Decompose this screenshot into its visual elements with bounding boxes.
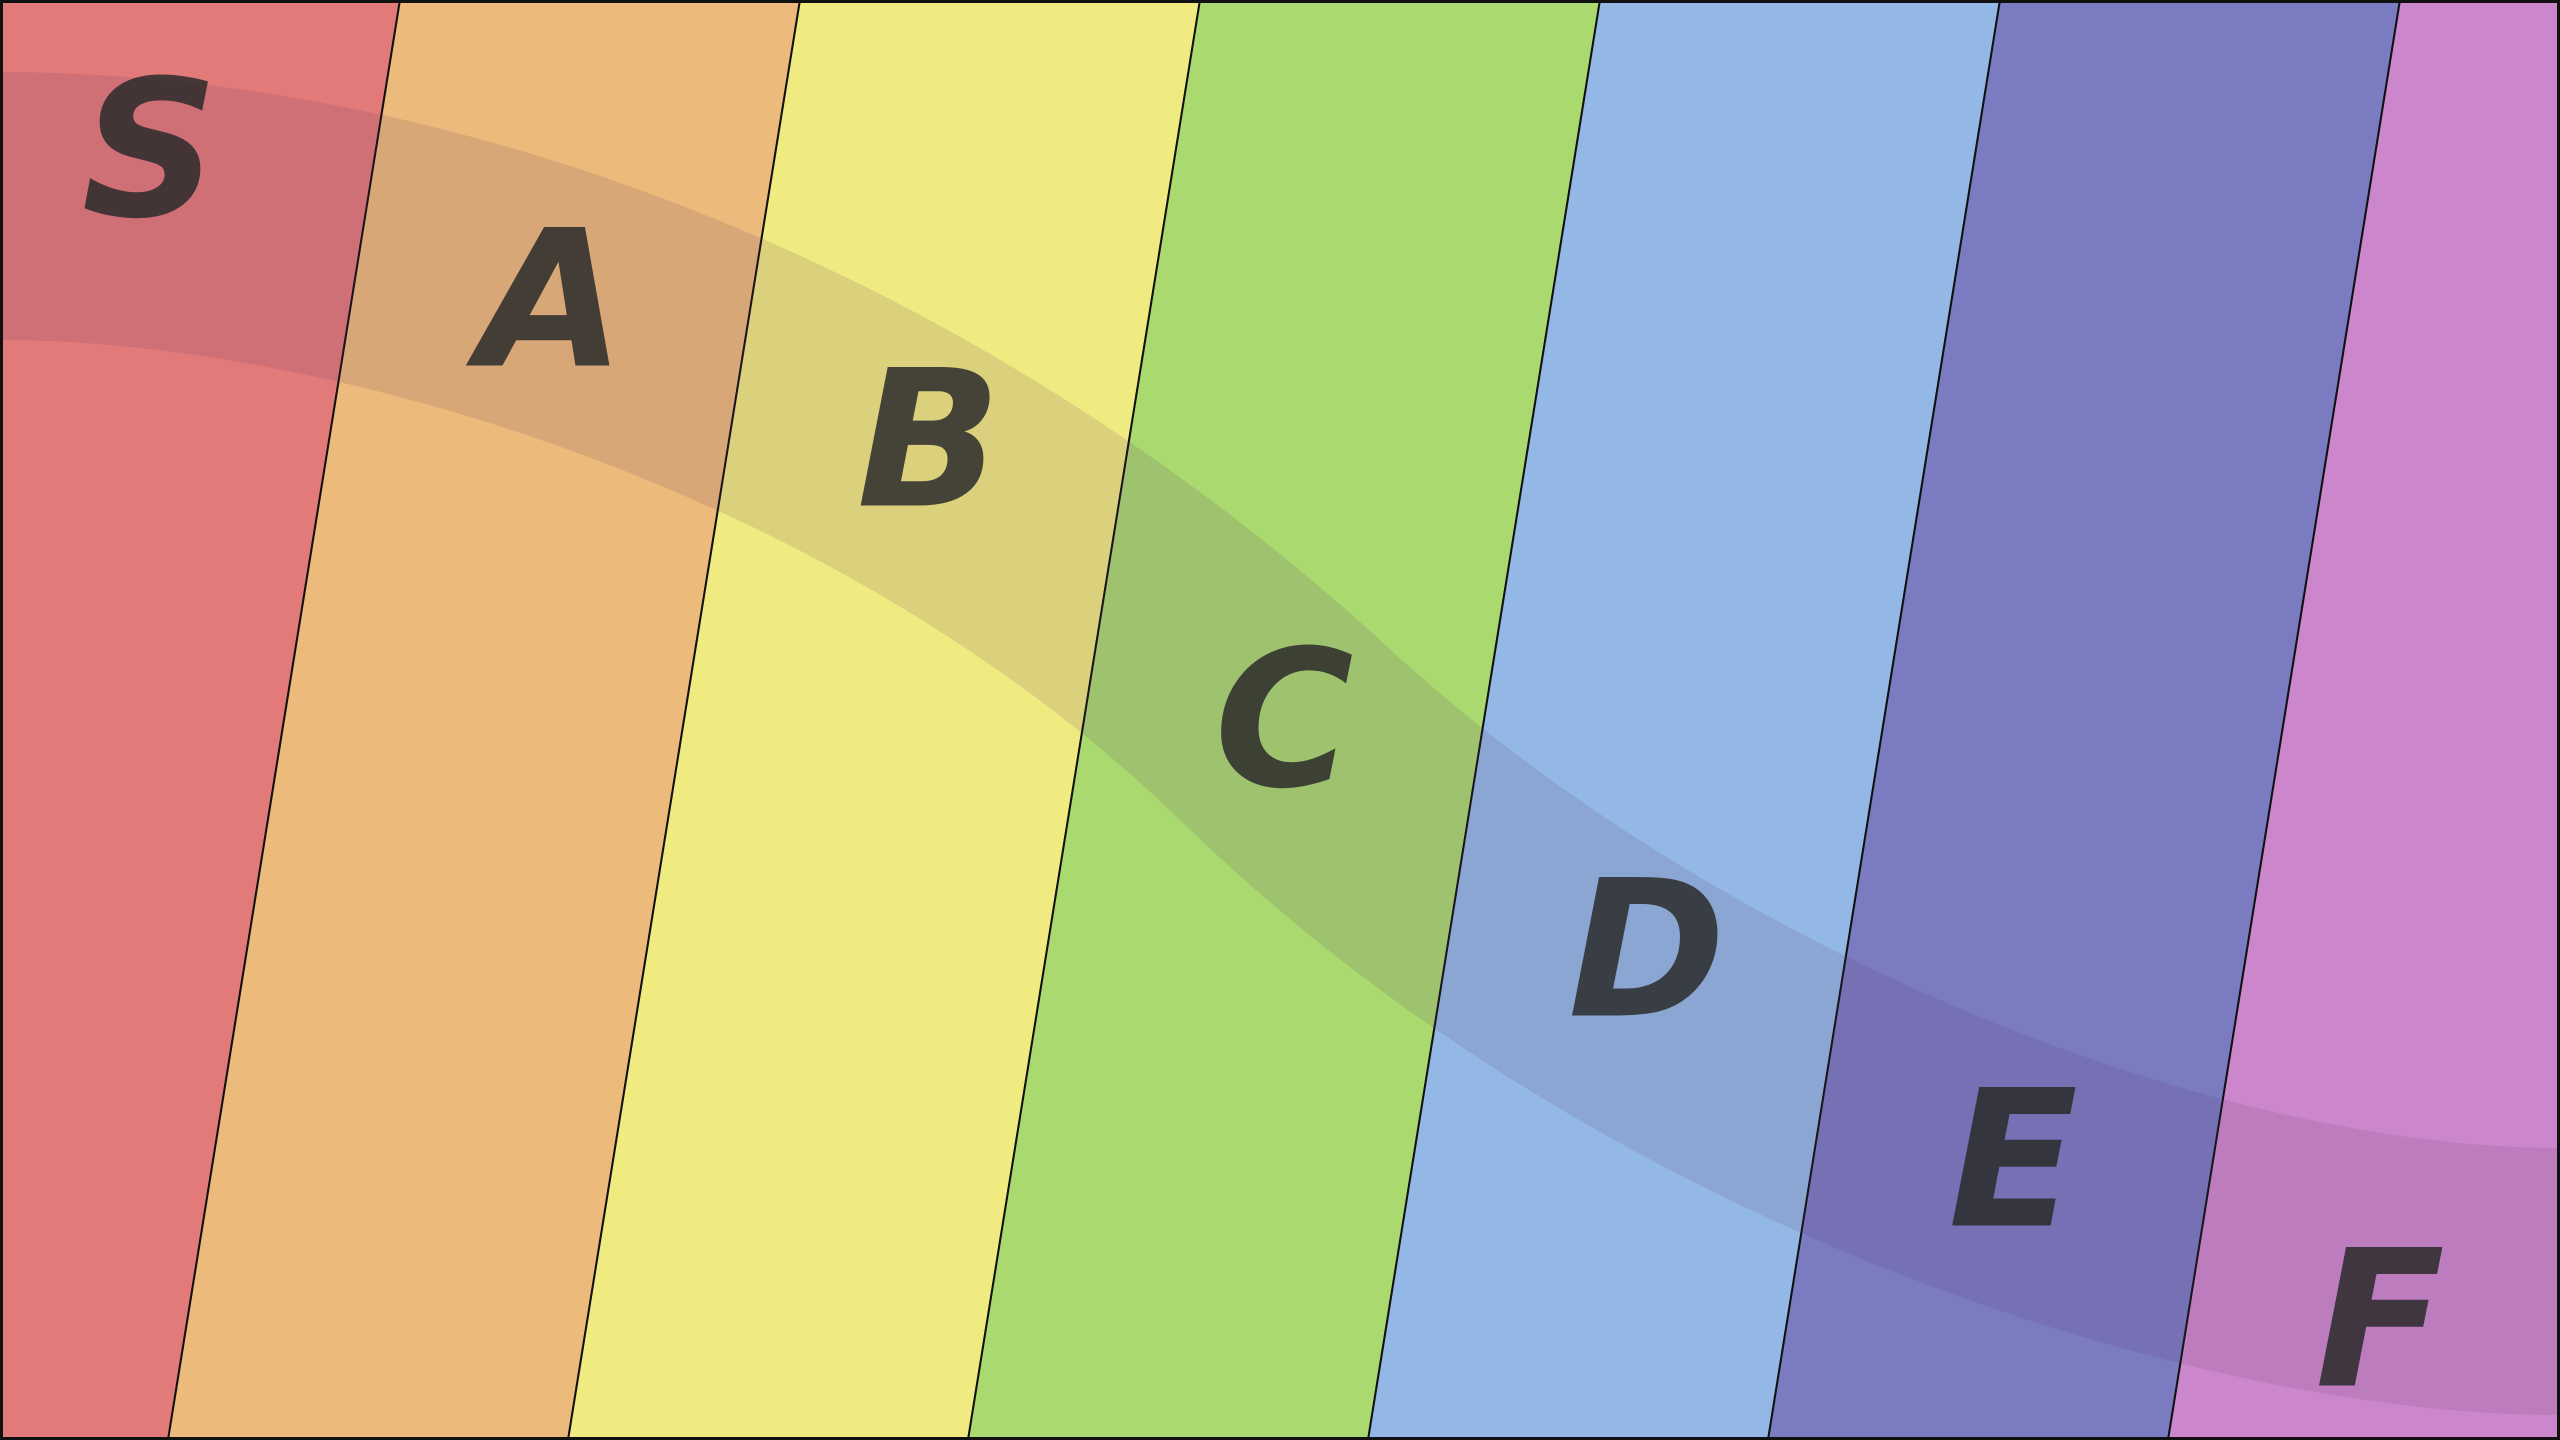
tier-label-e: E — [1948, 1050, 2078, 1271]
tier-stripe-b[interactable] — [566, 0, 1202, 1440]
tier-label-f: F — [2315, 1210, 2445, 1431]
tier-stripe-e[interactable] — [1766, 0, 2402, 1440]
tier-label-s: S — [82, 40, 219, 261]
tier-letters: S A BCD E F — [82, 40, 2445, 1431]
tier-stripe-a[interactable] — [166, 0, 802, 1440]
tier-stripe-d[interactable] — [1366, 0, 2002, 1440]
diagonal-band — [0, 72, 2560, 1415]
tier-label-c: C — [1214, 610, 1353, 831]
tier-label-b: B — [857, 330, 1002, 551]
tier-label-a: A — [465, 190, 625, 411]
tier-stripe-f[interactable] — [2166, 0, 2560, 1440]
tier-stripe-s[interactable] — [0, 0, 402, 1440]
tier-label-d: D — [1568, 840, 1726, 1061]
tier-stripe-c[interactable] — [966, 0, 1602, 1440]
